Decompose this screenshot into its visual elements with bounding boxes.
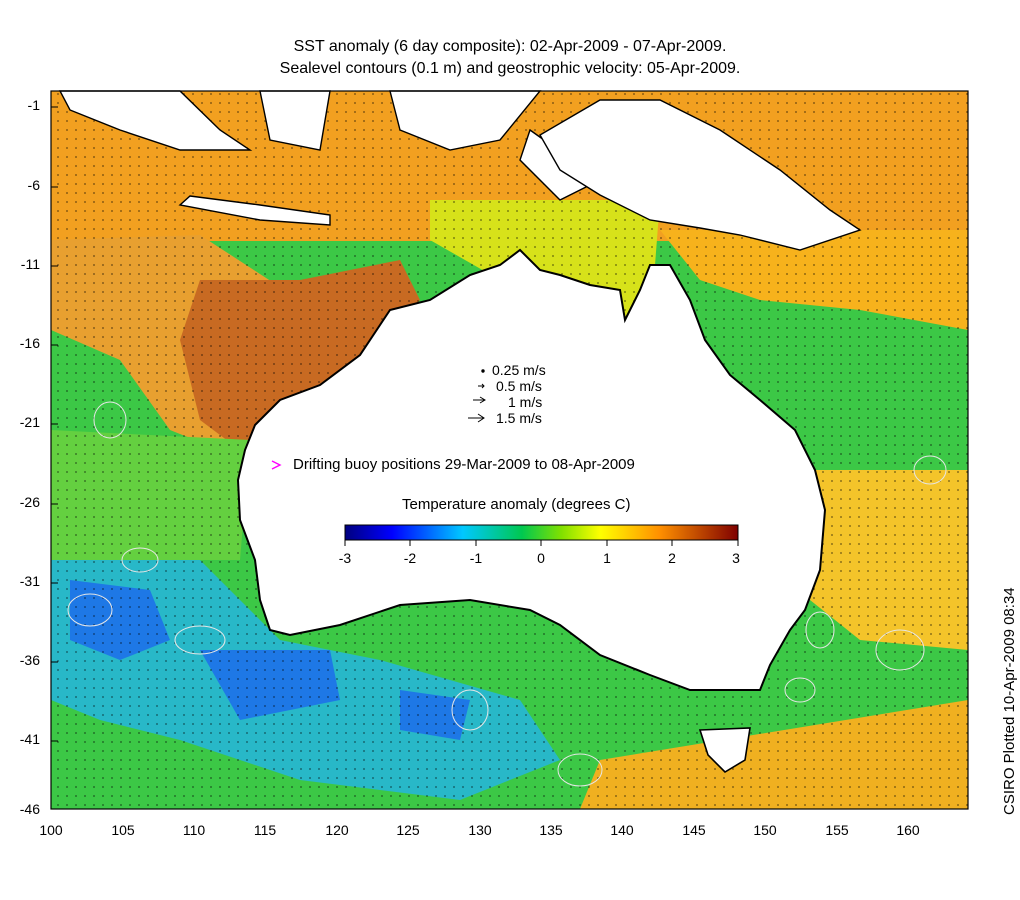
x-tick-label: 105 (111, 822, 135, 838)
x-tick-label: 120 (325, 822, 349, 838)
y-tick-label: -21 (19, 414, 40, 430)
colorbar-tick-label: 0 (537, 550, 545, 566)
velocity-legend-label: 0.5 m/s (496, 378, 542, 394)
x-tick-label: 135 (539, 822, 563, 838)
y-tick-label: -46 (19, 801, 40, 817)
y-tick-label: -26 (19, 494, 40, 510)
x-tick-label: 100 (39, 822, 63, 838)
colorbar-title: Temperature anomaly (degrees C) (402, 496, 631, 513)
title-line-2: Sealevel contours (0.1 m) and geostrophi… (279, 60, 741, 77)
australia-landmass (236, 248, 827, 691)
y-tick-label: -11 (20, 256, 40, 272)
y-tick-label: -6 (27, 177, 40, 193)
velocity-legend-label: 1.5 m/s (496, 410, 542, 426)
buoy-legend-label: Drifting buoy positions 29-Mar-2009 to 0… (293, 456, 635, 473)
y-tick-label: -16 (19, 335, 40, 351)
buoy-legend-marker (271, 460, 282, 470)
x-tick-label: 155 (825, 822, 849, 838)
velocity-legend-arrows (468, 369, 486, 423)
indonesia-islands (58, 90, 602, 226)
y-tick-label: -41 (19, 731, 40, 747)
y-tick-label: -36 (19, 652, 40, 668)
colorbar-tick-label: -1 (469, 550, 483, 566)
x-tick-label: 110 (182, 822, 206, 838)
credit-label: CSIRO Plotted 10-Apr-2009 08:34 (1001, 587, 1018, 815)
new-guinea (539, 99, 862, 251)
sealevel-contours (67, 401, 947, 787)
velocity-legend-label: 0.25 m/s (492, 362, 546, 378)
title-line-1: SST anomaly (6 day composite): 02-Apr-20… (293, 38, 727, 55)
x-tick-label: 130 (468, 822, 492, 838)
y-tick-label: -1 (27, 97, 40, 113)
colorbar-ticks (344, 540, 739, 546)
colorbar-tick-label: 3 (732, 550, 740, 566)
y-tick-label: -31 (19, 573, 40, 589)
tasmania (698, 727, 751, 774)
colorbar (344, 524, 739, 541)
colorbar-tick-label: -2 (403, 550, 417, 566)
velocity-legend-label: 1 m/s (508, 394, 543, 410)
x-tick-label: 140 (610, 822, 634, 838)
x-tick-label: 115 (253, 822, 277, 838)
x-tick-label: 160 (896, 822, 920, 838)
axis-ticks (51, 106, 58, 810)
colorbar-tick-label: 2 (668, 550, 676, 566)
x-tick-label: 150 (753, 822, 777, 838)
x-tick-label: 125 (396, 822, 420, 838)
plot-frame (50, 90, 969, 810)
colorbar-tick-label: -3 (338, 550, 352, 566)
x-tick-label: 145 (682, 822, 706, 838)
colorbar-tick-label: 1 (603, 550, 611, 566)
